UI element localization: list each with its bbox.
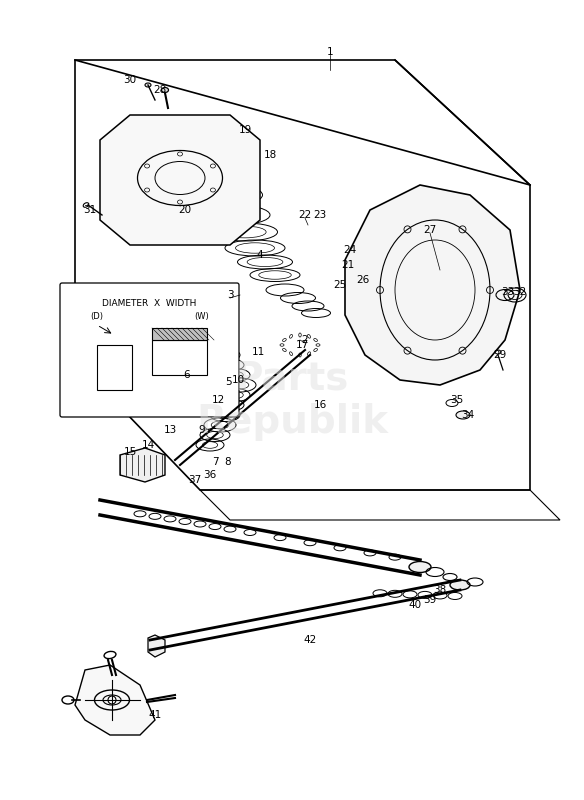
Text: 19: 19 xyxy=(238,125,252,135)
Text: 32: 32 xyxy=(513,287,527,297)
Text: 1: 1 xyxy=(326,47,333,57)
Bar xyxy=(152,340,207,375)
Text: 16: 16 xyxy=(314,400,326,410)
Text: 25: 25 xyxy=(333,280,347,290)
Polygon shape xyxy=(345,185,520,385)
Text: 38: 38 xyxy=(433,585,447,595)
Text: 34: 34 xyxy=(461,410,475,420)
Ellipse shape xyxy=(409,562,431,573)
Polygon shape xyxy=(75,665,155,735)
Text: 20: 20 xyxy=(179,205,192,215)
Text: 26: 26 xyxy=(356,275,370,285)
Ellipse shape xyxy=(456,411,470,419)
Text: 24: 24 xyxy=(343,245,357,255)
Ellipse shape xyxy=(162,87,169,93)
Text: 2: 2 xyxy=(302,335,308,345)
Text: (D): (D) xyxy=(91,313,103,322)
Polygon shape xyxy=(100,115,260,245)
Text: 12: 12 xyxy=(211,395,225,405)
Text: 6: 6 xyxy=(184,370,190,380)
Text: 11: 11 xyxy=(251,347,265,357)
Text: Parts
Republik: Parts Republik xyxy=(196,359,388,441)
Text: 33: 33 xyxy=(502,287,515,297)
Polygon shape xyxy=(120,448,165,482)
FancyBboxPatch shape xyxy=(60,283,239,417)
Polygon shape xyxy=(152,328,207,340)
Text: 42: 42 xyxy=(303,635,317,645)
Bar xyxy=(97,345,132,390)
Text: 15: 15 xyxy=(123,447,137,457)
Text: 14: 14 xyxy=(141,440,155,450)
Text: 10: 10 xyxy=(231,375,245,385)
Text: 30: 30 xyxy=(123,75,137,85)
Text: 9: 9 xyxy=(199,425,206,435)
Text: DIAMETER  X  WIDTH: DIAMETER X WIDTH xyxy=(102,298,196,307)
Ellipse shape xyxy=(145,83,151,87)
Text: 8: 8 xyxy=(225,457,231,467)
Text: 27: 27 xyxy=(423,225,437,235)
Text: 31: 31 xyxy=(84,205,96,215)
Text: 36: 36 xyxy=(203,470,217,480)
Text: 41: 41 xyxy=(148,710,162,720)
Text: 17: 17 xyxy=(296,340,308,350)
Text: 28: 28 xyxy=(154,85,166,95)
Ellipse shape xyxy=(450,580,470,590)
Text: 29: 29 xyxy=(493,350,507,360)
Polygon shape xyxy=(148,635,165,657)
Text: 4: 4 xyxy=(257,250,263,260)
Text: 22: 22 xyxy=(298,210,312,220)
Text: (W): (W) xyxy=(194,313,210,322)
Text: 35: 35 xyxy=(450,395,464,405)
Text: 39: 39 xyxy=(423,595,437,605)
Text: 23: 23 xyxy=(314,210,326,220)
Text: 18: 18 xyxy=(263,150,277,160)
Text: 40: 40 xyxy=(408,600,422,610)
Text: 21: 21 xyxy=(342,260,354,270)
Text: 7: 7 xyxy=(211,457,218,467)
Text: 13: 13 xyxy=(164,425,176,435)
Text: 5: 5 xyxy=(225,377,231,387)
Text: 37: 37 xyxy=(189,475,201,485)
Text: 3: 3 xyxy=(227,290,234,300)
